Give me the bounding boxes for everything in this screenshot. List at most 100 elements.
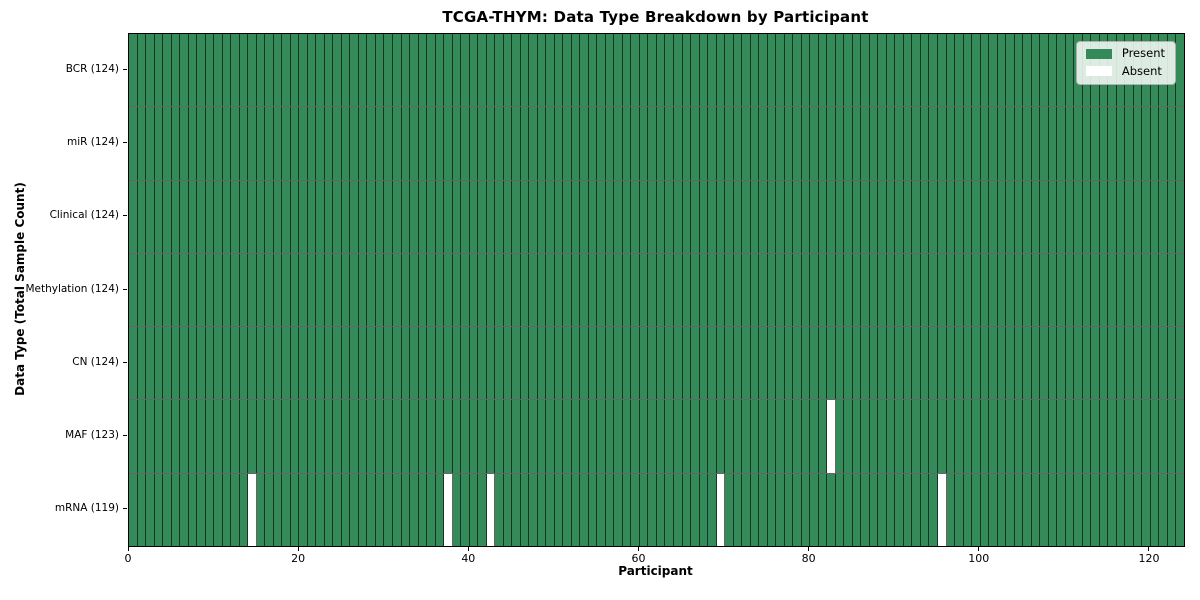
heatmap-cell <box>1031 473 1041 546</box>
heatmap-cell <box>1023 34 1032 107</box>
heatmap-cell <box>180 107 189 180</box>
heatmap-cell <box>972 253 981 327</box>
heatmap-cell <box>324 400 334 473</box>
heatmap-cell <box>273 327 283 400</box>
heatmap-cell <box>214 400 223 473</box>
heatmap-cell <box>256 180 266 253</box>
x-axis-label: Participant <box>618 564 693 578</box>
heatmap-cell <box>631 107 640 180</box>
heatmap-cell <box>1082 327 1092 400</box>
heatmap-cell <box>367 34 376 107</box>
heatmap-cell <box>980 180 990 253</box>
heatmap-cell <box>520 473 530 546</box>
heatmap-cell <box>265 107 274 180</box>
heatmap-cell <box>648 327 657 400</box>
heatmap-cell <box>639 107 649 180</box>
heatmap-cell <box>801 253 811 327</box>
heatmap-cell <box>818 473 828 546</box>
heatmap-cell <box>929 253 938 327</box>
heatmap-cell <box>597 180 606 253</box>
heatmap-cell <box>733 253 743 327</box>
heatmap-cell <box>725 180 734 253</box>
heatmap-cell <box>639 400 649 473</box>
heatmap-cell <box>154 327 164 400</box>
heatmap-cell <box>972 107 981 180</box>
heatmap-cell <box>742 180 751 253</box>
y-tick-label-Methylation: Methylation (124) <box>25 282 119 295</box>
heatmap-cell <box>750 400 760 473</box>
heatmap-cell <box>265 253 274 327</box>
heatmap-cell <box>1150 253 1160 327</box>
heatmap-cell <box>1159 180 1168 253</box>
heatmap-cell <box>350 327 359 400</box>
heatmap-grid <box>129 34 1184 546</box>
heatmap-cell <box>980 107 990 180</box>
heatmap-cell <box>384 107 393 180</box>
heatmap-cell <box>205 107 215 180</box>
heatmap-cell <box>537 34 547 107</box>
heatmap-cell <box>546 327 555 400</box>
heatmap-cell <box>946 34 956 107</box>
heatmap-cell <box>512 400 521 473</box>
heatmap-cell <box>350 180 359 253</box>
heatmap-cell <box>972 327 981 400</box>
heatmap-cell <box>793 34 802 107</box>
heatmap-cell <box>614 327 623 400</box>
heatmap-cell <box>861 253 870 327</box>
heatmap-cell <box>997 107 1007 180</box>
heatmap-cell <box>231 400 240 473</box>
heatmap-cell <box>750 327 760 400</box>
heatmap-cell <box>1057 180 1066 253</box>
heatmap-cell <box>222 34 232 107</box>
heatmap-cell <box>733 107 743 180</box>
heatmap-cell <box>708 327 717 400</box>
heatmap-cell <box>1074 473 1083 546</box>
heatmap-cell <box>1065 107 1075 180</box>
heatmap-cell <box>324 107 334 180</box>
heatmap-cell <box>197 400 206 473</box>
heatmap-cell <box>1099 180 1109 253</box>
heatmap-cell <box>1150 180 1160 253</box>
heatmap-cell <box>410 327 419 400</box>
heatmap-cell <box>929 180 938 253</box>
x-tick-mark <box>808 547 810 551</box>
heatmap-cell <box>937 253 947 327</box>
heatmap-cell <box>588 400 598 473</box>
heatmap-cell <box>435 107 445 180</box>
heatmap-cell <box>835 327 845 400</box>
heatmap-cell <box>154 473 164 546</box>
heatmap-cell <box>171 400 181 473</box>
heatmap-cell <box>529 327 538 400</box>
heatmap-cell <box>478 180 487 253</box>
heatmap-cell <box>955 180 964 253</box>
heatmap-cell <box>495 253 504 327</box>
heatmap-cell <box>631 180 640 253</box>
heatmap-cell <box>316 34 325 107</box>
heatmap-cell <box>801 34 811 107</box>
heatmap-cell <box>725 107 734 180</box>
heatmap-cell <box>708 107 717 180</box>
heatmap-cell <box>197 327 206 400</box>
heatmap-cell <box>699 34 709 107</box>
heatmap-cell <box>571 327 581 400</box>
heatmap-cell <box>163 253 172 327</box>
heatmap-cell <box>401 34 411 107</box>
heatmap-cell <box>852 34 862 107</box>
heatmap-cell <box>580 107 589 180</box>
heatmap-cell <box>197 473 206 546</box>
heatmap-cell <box>682 180 692 253</box>
heatmap-cell <box>290 400 300 473</box>
heatmap-cell <box>895 400 904 473</box>
heatmap-cell <box>801 400 811 473</box>
heatmap-cell <box>401 400 411 473</box>
heatmap-cell <box>392 34 402 107</box>
heatmap-cell <box>341 107 351 180</box>
heatmap-cell <box>708 400 717 473</box>
heatmap-cell <box>699 473 709 546</box>
heatmap-cell <box>205 253 215 327</box>
heatmap-cell <box>980 34 990 107</box>
heatmap-cell <box>571 473 581 546</box>
heatmap-cell <box>597 253 606 327</box>
heatmap-cell <box>1159 473 1168 546</box>
heatmap-cell <box>299 107 308 180</box>
